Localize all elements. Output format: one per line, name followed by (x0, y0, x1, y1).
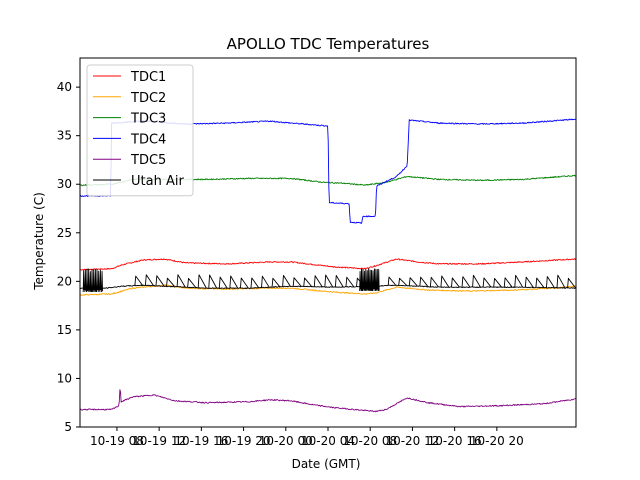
series-line-utah-air (80, 268, 576, 293)
legend-box (86, 64, 194, 197)
series-line-tdc5 (80, 389, 576, 413)
y-axis-label: Temperature (C) (32, 192, 46, 291)
y-tick-label: 25 (57, 226, 72, 240)
y-tick-label: 20 (57, 274, 72, 288)
series-line-tdc2 (80, 284, 576, 296)
legend: TDC1 TDC2 TDC3 TDC4 TDC5 Utah Air (86, 64, 194, 197)
legend-label-tdc1: TDC1 (130, 70, 166, 85)
x-axis-label: Date (GMT) (292, 457, 361, 471)
y-tick-label: 30 (57, 177, 72, 191)
y-tick-label: 10 (57, 371, 72, 385)
x-tick-label: 10-19 16 (174, 434, 228, 448)
y-tick-label: 5 (64, 420, 72, 434)
y-tick-label: 15 (57, 323, 72, 337)
legend-label-tdc3: TDC3 (130, 112, 166, 127)
x-tick-label: 10-19 08 (90, 434, 144, 448)
x-tick-label: 10-20 04 (301, 434, 355, 448)
x-tick-label: 10-19 12 (132, 434, 186, 448)
legend-label-tdc5: TDC5 (130, 153, 166, 168)
x-tick-label: 10-19 20 (217, 434, 271, 448)
legend-label-tdc4: TDC4 (130, 132, 166, 147)
series-line-tdc1 (80, 258, 576, 271)
x-tick-label: 10-20 12 (385, 434, 439, 448)
y-tick-label: 35 (57, 129, 72, 143)
legend-label-utah-air: Utah Air (131, 174, 184, 189)
legend-label-tdc2: TDC2 (130, 91, 166, 106)
x-tick-label: 10-20 08 (343, 434, 397, 448)
chart-title: APOLLO TDC Temperatures (227, 35, 430, 53)
x-tick-label: 10-20 00 (259, 434, 313, 448)
x-tick-label: 10-20 20 (470, 434, 524, 448)
y-tick-label: 40 (57, 80, 72, 94)
x-tick-label: 10-20 16 (428, 434, 482, 448)
